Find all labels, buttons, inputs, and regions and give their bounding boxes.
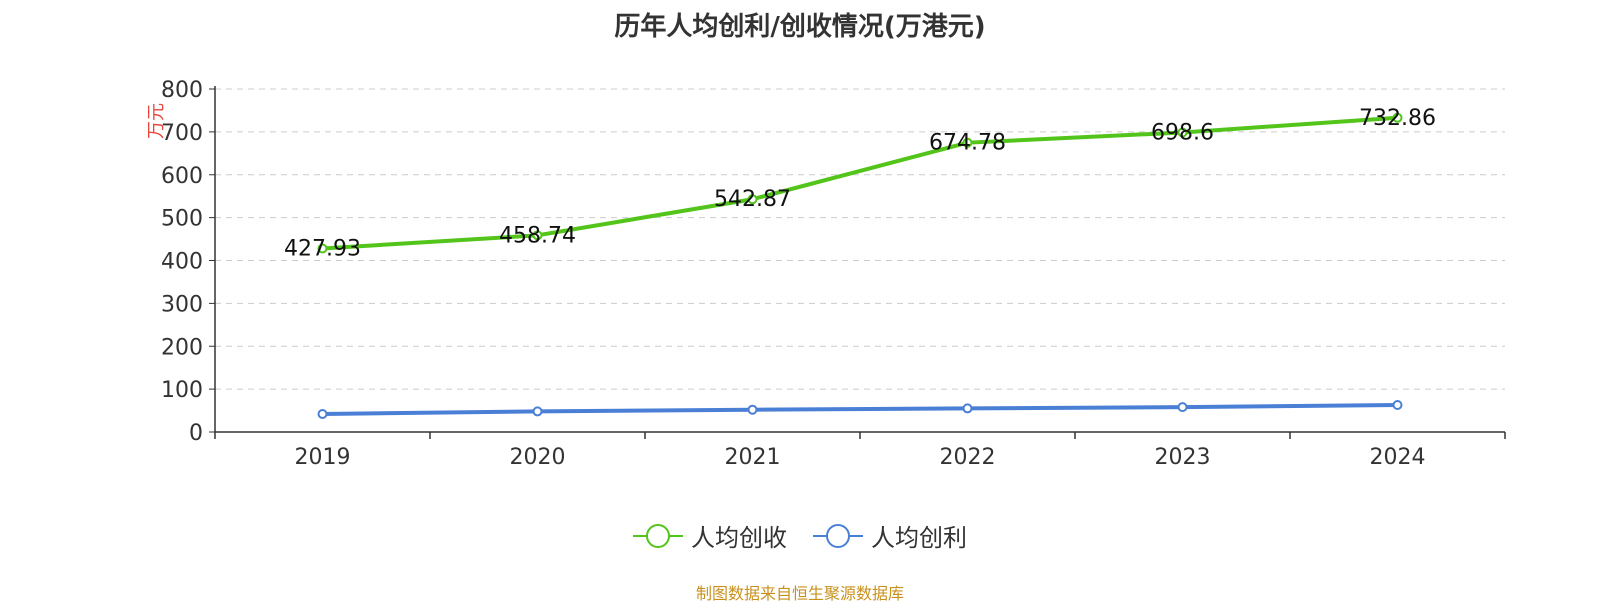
x-tick-label: 2020 xyxy=(510,445,566,470)
legend-circle-icon xyxy=(633,523,683,548)
data-point xyxy=(532,406,543,417)
data-point xyxy=(532,230,543,241)
y-tick-label: 400 xyxy=(161,250,203,275)
legend-label: 人均创利 xyxy=(871,524,967,552)
data-point xyxy=(747,194,758,205)
y-tick-label: 600 xyxy=(161,164,203,189)
y-tick-label: 100 xyxy=(161,378,203,403)
x-tick-label: 2021 xyxy=(725,445,781,470)
y-tick-label: 800 xyxy=(161,78,203,103)
y-tick-label: 700 xyxy=(161,121,203,146)
x-tick-label: 2022 xyxy=(940,445,996,470)
data-point xyxy=(1177,402,1188,413)
x-tick-label: 2024 xyxy=(1370,445,1426,470)
legend-item-1[interactable]: 人均创收 xyxy=(633,518,787,553)
data-label: 732.86 xyxy=(1359,106,1436,131)
data-point xyxy=(747,404,758,415)
y-tick-label: 300 xyxy=(161,292,203,317)
x-tick-label: 2023 xyxy=(1155,445,1211,470)
data-label: 427.93 xyxy=(284,237,361,262)
data-point xyxy=(1392,399,1403,410)
x-tick-label: 2019 xyxy=(295,445,351,470)
y-axis-label: 万元 xyxy=(146,103,167,139)
y-tick-label: 500 xyxy=(161,207,203,232)
chart-title: 历年人均创利/创收情况(万港元) xyxy=(614,12,986,42)
series-line-2 xyxy=(322,402,1398,416)
legend-circle-icon xyxy=(813,523,863,548)
data-label: 698.6 xyxy=(1151,120,1214,145)
y-tick-label: 0 xyxy=(189,421,203,446)
data-label: 458.74 xyxy=(499,223,576,248)
y-tick-label: 200 xyxy=(161,335,203,360)
data-point xyxy=(1177,127,1188,138)
data-label: 674.78 xyxy=(929,131,1006,156)
series-line-1 xyxy=(322,115,1398,251)
data-point xyxy=(962,403,973,414)
data-point xyxy=(962,137,973,148)
data-label: 542.87 xyxy=(714,187,791,212)
legend-item-2[interactable]: 人均创利 xyxy=(813,518,967,553)
data-point xyxy=(317,243,328,254)
legend: 人均创收 人均创利 xyxy=(0,518,1600,553)
data-point xyxy=(1392,112,1403,123)
legend-label: 人均创收 xyxy=(691,524,787,552)
source-note: 制图数据来自恒生聚源数据库 xyxy=(695,584,904,603)
data-point xyxy=(317,408,328,419)
